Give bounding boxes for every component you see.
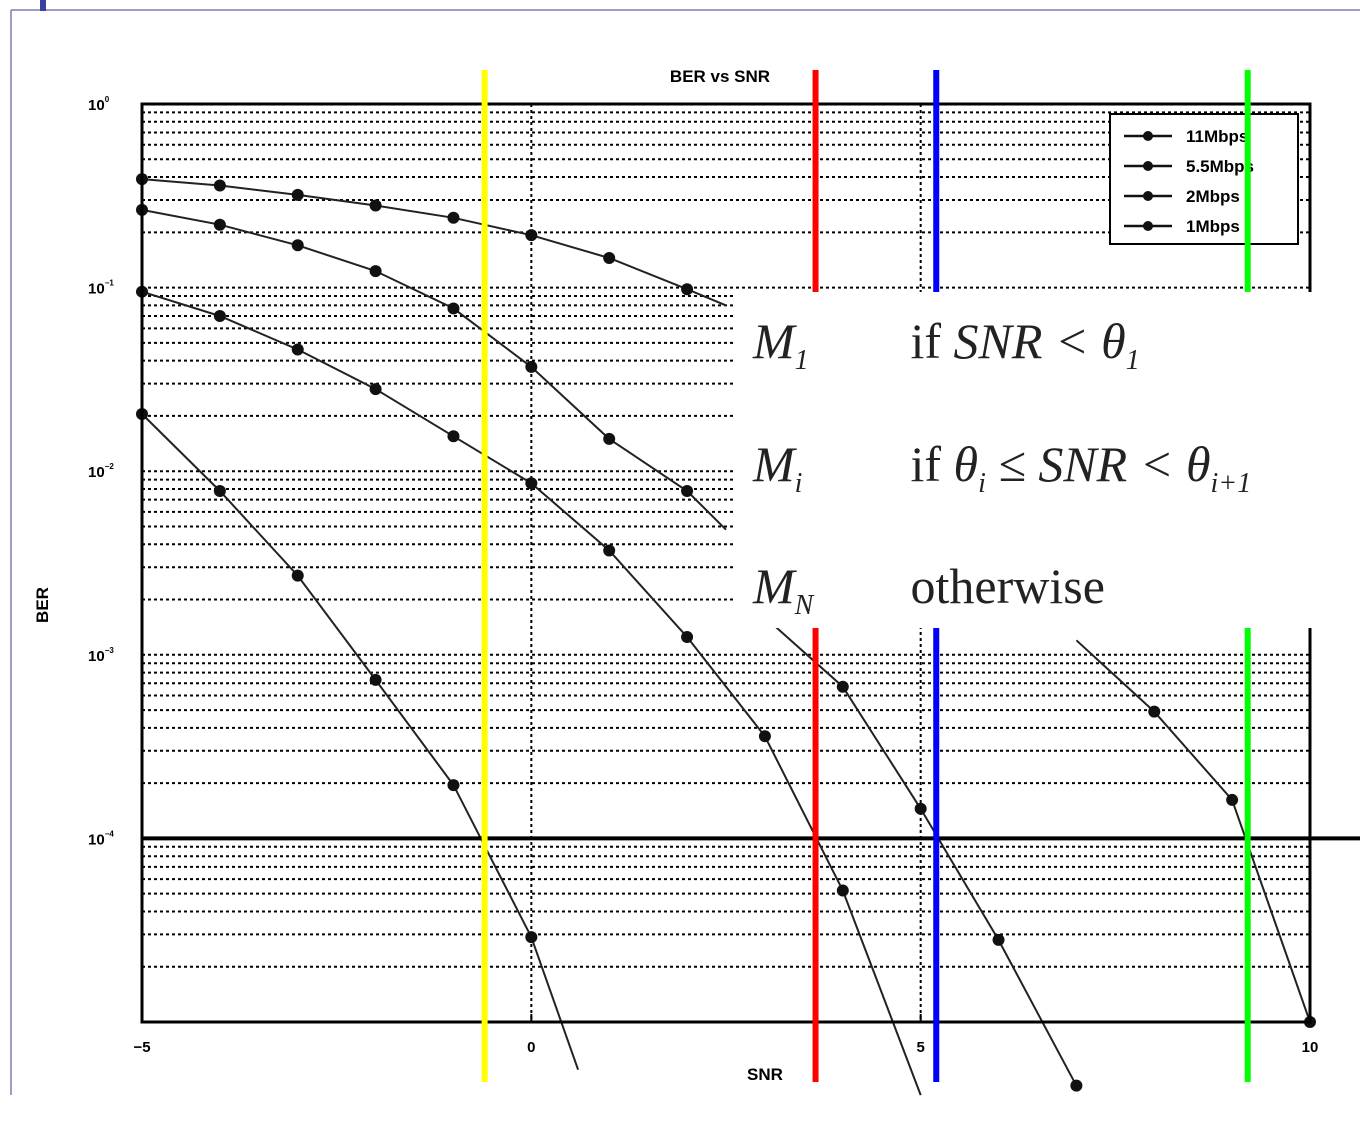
data-point bbox=[681, 631, 694, 644]
data-point bbox=[213, 310, 226, 323]
data-point bbox=[992, 933, 1005, 946]
data-point bbox=[447, 779, 460, 792]
legend-swatch-marker bbox=[1143, 131, 1153, 141]
rule-row-middle: Mi if θi ≤ SNR < θi+1 bbox=[753, 435, 1251, 500]
data-point bbox=[758, 730, 771, 743]
data-point bbox=[369, 199, 382, 212]
series-line-upper-2 bbox=[141, 208, 727, 531]
data-point bbox=[291, 239, 304, 252]
legend-swatch-marker bbox=[1143, 221, 1153, 231]
data-point bbox=[525, 229, 538, 242]
data-point bbox=[213, 179, 226, 192]
data-point bbox=[1226, 793, 1239, 806]
data-point bbox=[369, 383, 382, 396]
legend-label: 2Mbps bbox=[1186, 187, 1240, 206]
x-axis-label: SNR bbox=[747, 1065, 783, 1084]
data-point bbox=[369, 673, 382, 686]
legend-label: 11Mbps bbox=[1186, 127, 1248, 146]
rule-mod-symbol: M1 bbox=[753, 313, 809, 376]
y-tick-label: 10−3 bbox=[88, 646, 114, 665]
slide-border bbox=[10, 0, 1360, 1095]
x-tick-label: −5 bbox=[133, 1039, 150, 1056]
y-tick-label: 100 bbox=[88, 95, 110, 114]
data-point bbox=[1070, 1079, 1083, 1092]
data-point bbox=[836, 680, 849, 693]
rule-panel: M1 if SNR < θ1 Mi if θi ≤ SNR < θi+1 MN … bbox=[735, 292, 1360, 628]
rule-mod-symbol: MN bbox=[753, 558, 814, 621]
data-point bbox=[603, 251, 616, 264]
chart-title: BER vs SNR bbox=[670, 67, 770, 86]
x-tick-label: 0 bbox=[527, 1039, 535, 1056]
data-point bbox=[213, 485, 226, 498]
series-line-5.5Mbps bbox=[1075, 639, 1311, 1023]
data-point bbox=[291, 569, 304, 582]
x-tick-label: 5 bbox=[916, 1039, 924, 1056]
grid bbox=[142, 104, 1310, 1023]
rule-condition: if θi ≤ SNR < θi+1 bbox=[910, 436, 1252, 499]
data-point bbox=[525, 931, 538, 944]
legend-label: 5.5Mbps bbox=[1186, 157, 1254, 176]
series-line-upper-1 bbox=[141, 178, 727, 307]
data-point bbox=[603, 432, 616, 445]
rule-condition: if SNR < θ1 bbox=[910, 313, 1140, 376]
data-point bbox=[681, 283, 694, 296]
data-point bbox=[525, 360, 538, 373]
legend: 11Mbps 5.5Mbps 2Mbps 1Mbps bbox=[1109, 113, 1299, 245]
y-tick-label: 10−4 bbox=[88, 829, 114, 848]
data-point bbox=[681, 485, 694, 498]
data-point bbox=[291, 188, 304, 201]
rule-condition: otherwise bbox=[910, 558, 1105, 614]
legend-swatch-marker bbox=[1143, 161, 1153, 171]
frame-accent-bar bbox=[40, 0, 46, 11]
y-tick-label: 10−2 bbox=[88, 462, 114, 481]
data-point bbox=[369, 265, 382, 278]
y-tick-label: 10−1 bbox=[88, 279, 114, 298]
data-point bbox=[447, 211, 460, 224]
data-point bbox=[447, 430, 460, 443]
y-axis-label: BER bbox=[33, 587, 52, 623]
legend-label: 1Mbps bbox=[1186, 217, 1240, 236]
rule-row-last: MN otherwise bbox=[753, 557, 1105, 622]
data-point bbox=[603, 544, 616, 557]
rule-mod-symbol: Mi bbox=[753, 436, 803, 499]
data-point bbox=[836, 884, 849, 897]
data-point bbox=[291, 343, 304, 356]
legend-swatch-marker bbox=[1143, 191, 1153, 201]
data-point bbox=[914, 802, 927, 815]
axes: −5 0 5 10 100 10−1 10−2 10−3 10−4 BER vs SNR SNR BE… bbox=[33, 67, 1318, 1084]
rule-row-first: M1 if SNR < θ1 bbox=[753, 312, 1140, 377]
data-point bbox=[525, 477, 538, 490]
data-point bbox=[447, 302, 460, 315]
data-point bbox=[1148, 705, 1161, 718]
data-point bbox=[213, 218, 226, 231]
x-tick-label: 10 bbox=[1302, 1039, 1319, 1056]
